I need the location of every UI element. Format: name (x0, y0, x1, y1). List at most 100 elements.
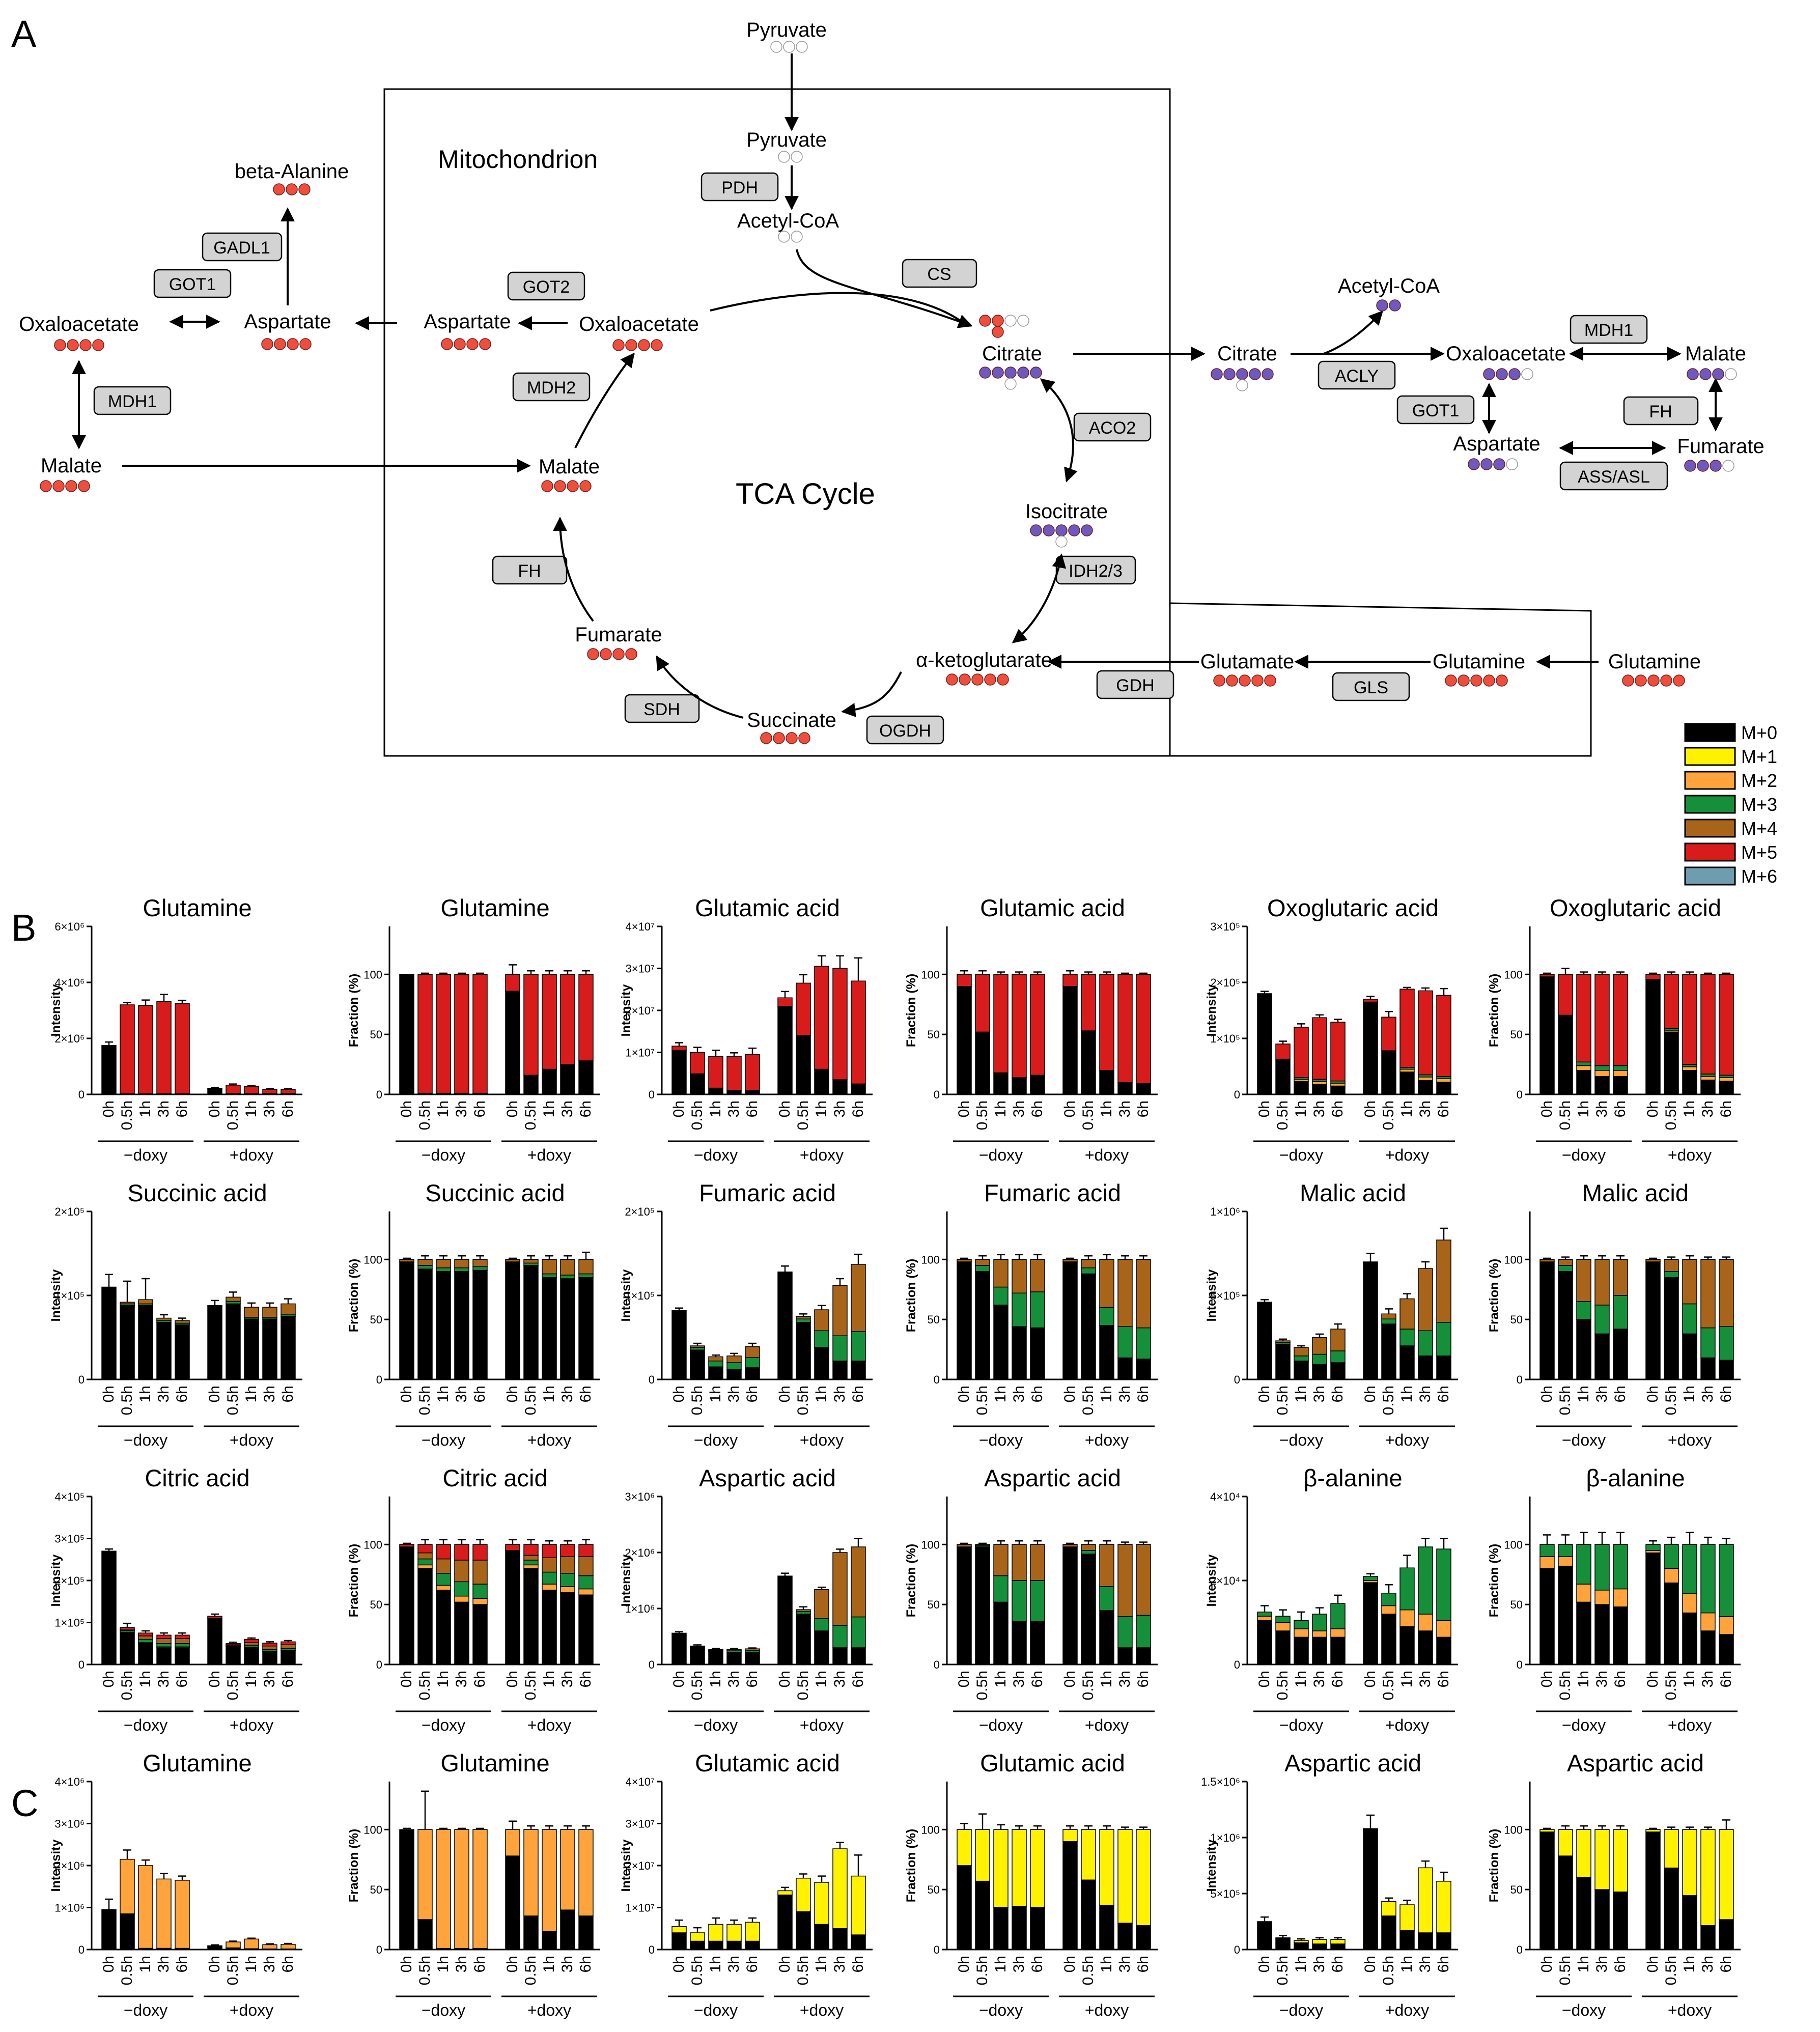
bar-segment-mplus0 (1030, 1907, 1045, 1950)
oxaloacetate-cyto-right-label: Oxaloacetate (1446, 343, 1566, 365)
chart-title: Aspartic acid (1284, 1749, 1421, 1776)
x-tick-label: 6h (744, 1100, 761, 1117)
bar-segment-mplus4 (175, 1320, 190, 1324)
x-tick-label: 1h (435, 1386, 452, 1402)
bar-segment-mplus0 (1381, 1614, 1396, 1665)
enzyme-fh-mito-text: FH (518, 561, 541, 581)
y-tick-label: 4×10⁶ (54, 976, 85, 989)
group-label: +doxy (1085, 1146, 1129, 1164)
x-tick-label: 1h (1098, 1386, 1115, 1402)
carbon-atom (1043, 524, 1055, 537)
bar-segment-mplus0 (1418, 1630, 1433, 1665)
enzyme-box (512, 372, 591, 402)
legend-label: M+2 (1741, 770, 1777, 791)
carbon-atom (78, 480, 90, 492)
bar-segment-mplus3 (745, 1357, 760, 1368)
enzyme-aco2: ACO2 (1073, 412, 1152, 442)
bar-segment-mplus0 (417, 1268, 433, 1380)
bar-segment-mplus0 (156, 1322, 172, 1380)
bar-segment-mplus3 (1136, 1615, 1151, 1648)
bar-segment-mplus0 (207, 1088, 222, 1095)
group-label: −doxy (1279, 1716, 1323, 1734)
carbon-atom (274, 338, 286, 350)
x-tick-label: 0.5h (1557, 1100, 1574, 1130)
bar-segment-mplus4 (156, 1317, 172, 1321)
bar-segment-mplus0 (262, 1651, 277, 1665)
bar-segment-mplus0 (1117, 1082, 1133, 1095)
bar-segment-mplus0 (671, 1050, 687, 1095)
bar-segment-mplus5 (156, 1001, 172, 1094)
bar-segment-mplus0 (957, 1261, 972, 1380)
bar-segment-mplus4 (745, 1648, 760, 1651)
x-tick-label: 3h (831, 1100, 848, 1117)
bar-segment-mplus5 (1436, 995, 1451, 1077)
bar-segment-mplus3 (1399, 1329, 1415, 1346)
bar-segment-mplus0 (1099, 1905, 1114, 1950)
chart-b-2: Glutamic acid 0 1×10⁷ 2×10⁷ 3×10⁷ 4×10⁷ Intens… (619, 894, 873, 1164)
chart-title: Fumaric acid (984, 1179, 1121, 1206)
x-tick-label: 6h (1135, 1671, 1152, 1687)
bar-segment-mplus3 (1275, 1616, 1291, 1623)
group-label: −doxy (1562, 1716, 1606, 1734)
y-tick-label: 100 (363, 1253, 382, 1266)
bar-segment-mplus0 (175, 1324, 190, 1380)
bar-segment-mplus3 (1399, 1567, 1415, 1611)
bar-segment-mplus4 (851, 1546, 866, 1618)
bar-segment-mplus0 (975, 1880, 990, 1950)
x-tick-label: 3h (1699, 1100, 1716, 1117)
bar-segment-mplus5 (523, 1544, 539, 1556)
x-tick-label: 6h (577, 1956, 594, 1972)
malate-cyto-left-label: Malate (41, 455, 102, 477)
bar-segment-mplus4 (957, 1259, 972, 1262)
bar-segment-mplus0 (1700, 1630, 1716, 1665)
x-tick-label: 3h (831, 1386, 848, 1402)
y-tick-label: 0 (1517, 1373, 1523, 1386)
x-tick-label: 3h (1116, 1100, 1133, 1117)
x-tick-label: 0.5h (1663, 1956, 1679, 1985)
bar-segment-mplus0 (993, 1072, 1009, 1095)
enzyme-gls: GLS (1332, 672, 1410, 701)
arrow-aco2 (1040, 378, 1078, 483)
carbon-atoms (770, 41, 808, 53)
bar-segment-mplus5 (262, 1643, 277, 1647)
bar-segment-mplus4 (708, 1356, 723, 1362)
bar-segment-mplus2 (1257, 1616, 1272, 1621)
bar-segment-mplus4 (281, 1644, 296, 1649)
x-tick-label: 0h (1256, 1671, 1273, 1687)
carbon-atom (1445, 674, 1457, 687)
bar-segment-mplus0 (777, 1006, 793, 1095)
bar-segment-mplus3 (1594, 1065, 1610, 1071)
bar-segment-mplus5 (226, 1085, 241, 1094)
y-tick-label: 50 (1510, 1598, 1523, 1611)
bar-segment-mplus0 (120, 1632, 135, 1665)
y-tick-label: 4×10⁶ (54, 1775, 85, 1788)
legend-label: M+3 (1741, 794, 1777, 815)
bar-segment-mplus0 (1363, 1828, 1378, 1950)
carbon-atom (541, 480, 553, 492)
aspartate-mito-label: Aspartate (424, 311, 511, 333)
enzyme-box (153, 269, 232, 298)
x-tick-label: 0.5h (1274, 1671, 1291, 1700)
bar-segment-mplus4 (1099, 1259, 1114, 1308)
bar-segment-mplus2 (1275, 1622, 1291, 1631)
x-tick-label: 6h (471, 1956, 488, 1972)
bar-segment-mplus0 (708, 1940, 723, 1950)
legend-swatch-mplus1 (1684, 747, 1736, 766)
bar-segment-mplus0 (1418, 1080, 1433, 1095)
carbon-atom (52, 480, 65, 492)
enzyme-mdh2-text: MDH2 (527, 378, 576, 398)
bar-segment-mplus3 (1682, 1303, 1697, 1335)
x-tick-label: 0h (1061, 1956, 1078, 1972)
bar-segment-mplus3 (454, 1581, 469, 1597)
carbon-atom (1264, 674, 1276, 687)
enzyme-box (1623, 396, 1699, 426)
carbon-atom (1004, 315, 1017, 327)
bar-segment-mplus0 (1539, 1568, 1555, 1665)
carbon-atom (1223, 368, 1236, 380)
x-tick-label: 6h (744, 1956, 761, 1972)
legend-swatch-mplus0 (1684, 723, 1736, 742)
bar-segment-mplus0 (1330, 1943, 1346, 1950)
y-tick-label: 0 (78, 1943, 85, 1956)
bar-segment-mplus4 (814, 1309, 829, 1332)
bar-segment-mplus5 (175, 1003, 190, 1094)
